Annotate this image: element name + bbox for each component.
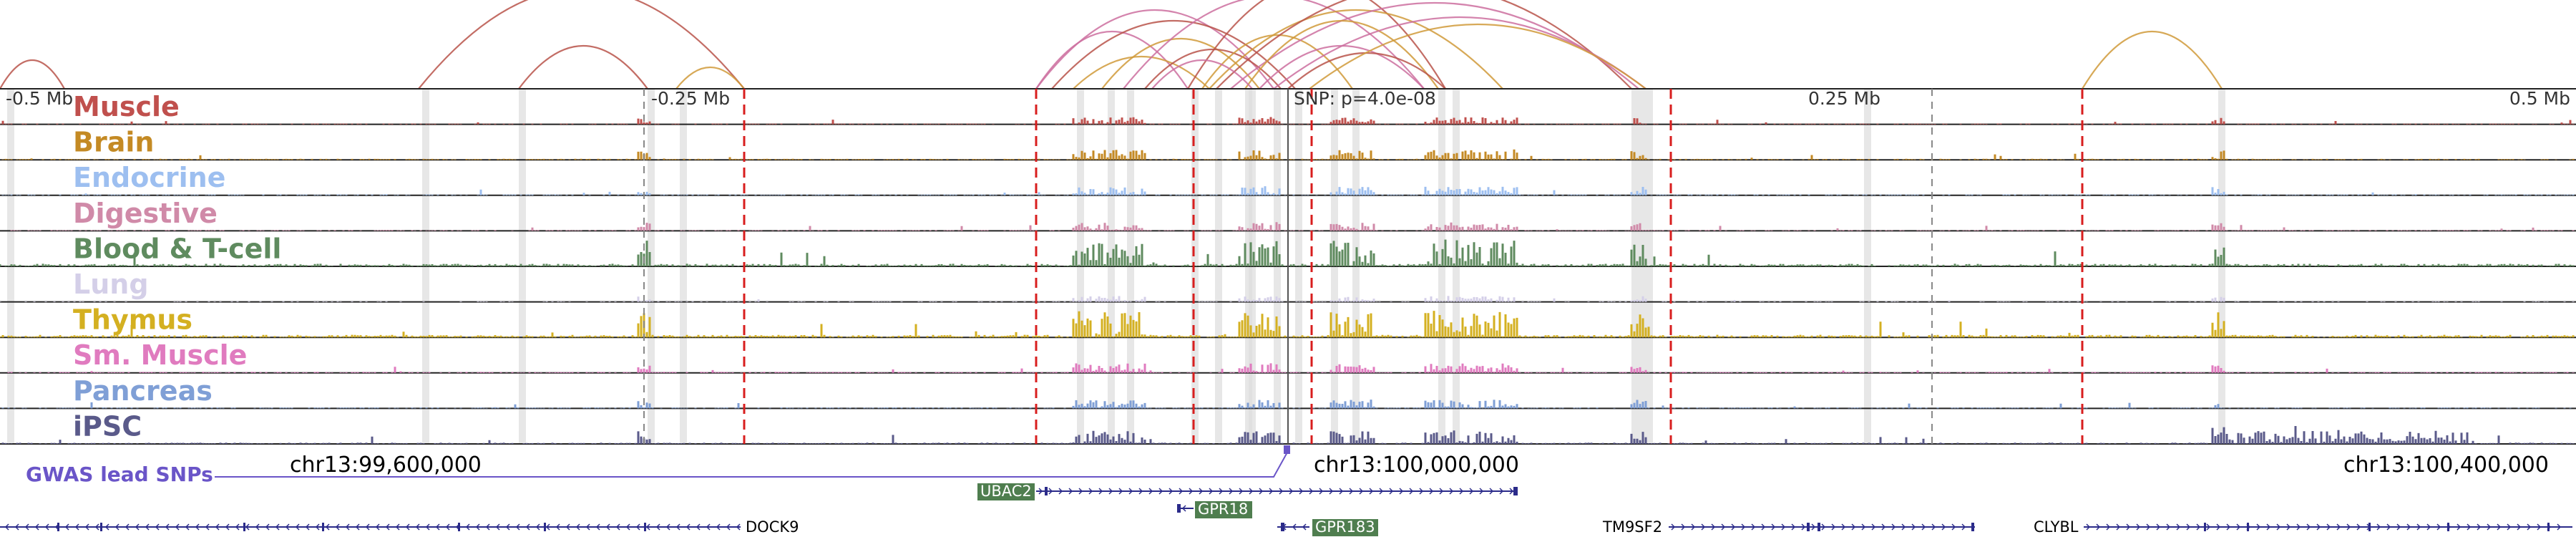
gene-name: TM9SF2 bbox=[1602, 518, 1662, 536]
gene-label-box bbox=[1195, 501, 1252, 518]
gene-exon bbox=[1971, 523, 1974, 531]
gene-exon bbox=[2547, 523, 2550, 531]
gene-exon bbox=[100, 523, 102, 531]
track-label: Digestive bbox=[73, 198, 218, 229]
gene-strand-arrows bbox=[2086, 523, 2562, 531]
gene-exon bbox=[1281, 523, 1284, 531]
track-label: Brain bbox=[73, 127, 154, 158]
track-signal bbox=[0, 117, 2575, 125]
gene-exon bbox=[2247, 523, 2249, 531]
chromatin-loop-arc bbox=[418, 0, 745, 90]
track-label: iPSC bbox=[73, 410, 142, 442]
track-label: Pancreas bbox=[73, 375, 213, 407]
chromatin-loop-arc bbox=[1209, 9, 1503, 90]
gene-label-box bbox=[1312, 519, 1378, 536]
coordinate-axis: chr13:99,600,000 chr13:100,000,000 chr13:1… bbox=[290, 453, 2549, 478]
chromatin-loop-arc bbox=[1035, 31, 1189, 90]
coordinate-label: chr13:100,000,000 bbox=[1314, 453, 1519, 478]
track-signal bbox=[1, 149, 2575, 160]
coordinate-label: chr13:99,600,000 bbox=[290, 453, 482, 478]
scale-label: -0.25 Mb bbox=[651, 88, 730, 109]
gene-strand-arrows bbox=[1671, 523, 1966, 531]
chromatin-loop-arc bbox=[518, 45, 648, 90]
gene-strand-arrows bbox=[1038, 488, 1514, 495]
gene-strand-arrows bbox=[1181, 505, 1186, 512]
chromatin-loop-arc bbox=[1144, 49, 1282, 90]
chromatin-loop-arc bbox=[675, 66, 745, 90]
gwas-label: GWAS lead SNPs bbox=[26, 463, 213, 486]
chromatin-loop-arc bbox=[0, 59, 65, 90]
gwas-track: GWAS lead SNPs bbox=[26, 445, 1290, 486]
scale-label: -0.5 Mb bbox=[6, 88, 73, 109]
chromatin-loop-arc bbox=[1123, 0, 1425, 90]
gene-exon bbox=[544, 523, 546, 531]
track-signal bbox=[1, 186, 2575, 195]
gene-name: DOCK9 bbox=[746, 518, 799, 536]
chromatin-loop-arc bbox=[1187, 0, 1446, 90]
chromatin-loop-arcs bbox=[0, 0, 2223, 90]
track-labels: Muscle Brain Endocrine Digestive Blood & T-c… bbox=[73, 91, 281, 442]
scale-label: 0.25 Mb bbox=[1808, 88, 1880, 109]
gene-exon bbox=[1177, 504, 1181, 513]
scale-bar: -0.5 Mb -0.25 Mb 0.25 Mb 0.5 Mb SNP: p=4.0e-… bbox=[6, 88, 2570, 109]
chromatin-loop-arc bbox=[1287, 52, 1446, 90]
track-label: Muscle bbox=[73, 91, 180, 122]
gene-exon bbox=[1513, 487, 1518, 495]
coordinate-label: chr13:100,400,000 bbox=[2343, 453, 2549, 478]
gene-exon bbox=[243, 523, 245, 531]
track-ipsc bbox=[0, 426, 2576, 445]
gene-exon bbox=[2447, 523, 2449, 531]
chromatin-loop-arc bbox=[1309, 23, 1646, 90]
chromatin-loop-arc bbox=[1244, 20, 1439, 90]
gene-track: UBAC2 GPR18 DOCK9 GPR183 TM9SF2 CLYBL bbox=[0, 483, 2572, 536]
track-signal bbox=[7, 363, 2575, 373]
snp-pvalue-label: SNP: p=4.0e-08 bbox=[1294, 88, 1436, 109]
track-signal bbox=[0, 239, 2575, 266]
gene-exon bbox=[2368, 523, 2371, 531]
gene-label-box bbox=[977, 483, 1035, 500]
scale-label: 0.5 Mb bbox=[2509, 88, 2570, 109]
gene-name: GPR18 bbox=[1198, 500, 1248, 518]
gene-exon bbox=[1807, 523, 1810, 531]
gene-strand-arrows bbox=[4, 523, 741, 531]
track-label: Lung bbox=[73, 268, 149, 300]
track-signal bbox=[1, 426, 2575, 444]
gene-exon bbox=[1045, 487, 1048, 495]
boundary-lines bbox=[643, 89, 2084, 444]
track-label: Thymus bbox=[73, 304, 192, 336]
chromatin-loop-arc bbox=[1101, 37, 1260, 90]
gene-exon bbox=[2204, 523, 2206, 531]
track-signal bbox=[10, 222, 2575, 231]
gene-name: GPR183 bbox=[1315, 518, 1375, 536]
chromatin-loop-arc bbox=[2082, 30, 2223, 90]
chromatin-loop-arc bbox=[1035, 9, 1274, 90]
track-signal bbox=[1, 400, 2572, 409]
gene-exon bbox=[1818, 523, 1820, 531]
gwas-connector bbox=[215, 450, 1289, 478]
track-signal bbox=[0, 311, 2575, 338]
gwas-snp-marker bbox=[1284, 445, 1290, 454]
gene-exon bbox=[644, 523, 646, 531]
track-label: Blood & T-cell bbox=[73, 233, 281, 264]
chromatin-loop-arc bbox=[1051, 19, 1296, 90]
gene-exon bbox=[57, 523, 59, 531]
gene-name: UBAC2 bbox=[980, 483, 1032, 500]
chromatin-loop-arc bbox=[1073, 55, 1210, 90]
signal-tracks bbox=[0, 88, 2576, 445]
gene-exon bbox=[322, 523, 324, 531]
track-label: Sm. Muscle bbox=[73, 339, 247, 371]
chromatin-loop-arc bbox=[1151, 59, 1253, 90]
track-signal bbox=[0, 296, 2575, 302]
gene-name: CLYBL bbox=[2034, 518, 2079, 536]
gene-exon bbox=[458, 523, 460, 531]
chromatin-loop-arc bbox=[1216, 0, 1632, 90]
track-label: Endocrine bbox=[73, 162, 225, 193]
